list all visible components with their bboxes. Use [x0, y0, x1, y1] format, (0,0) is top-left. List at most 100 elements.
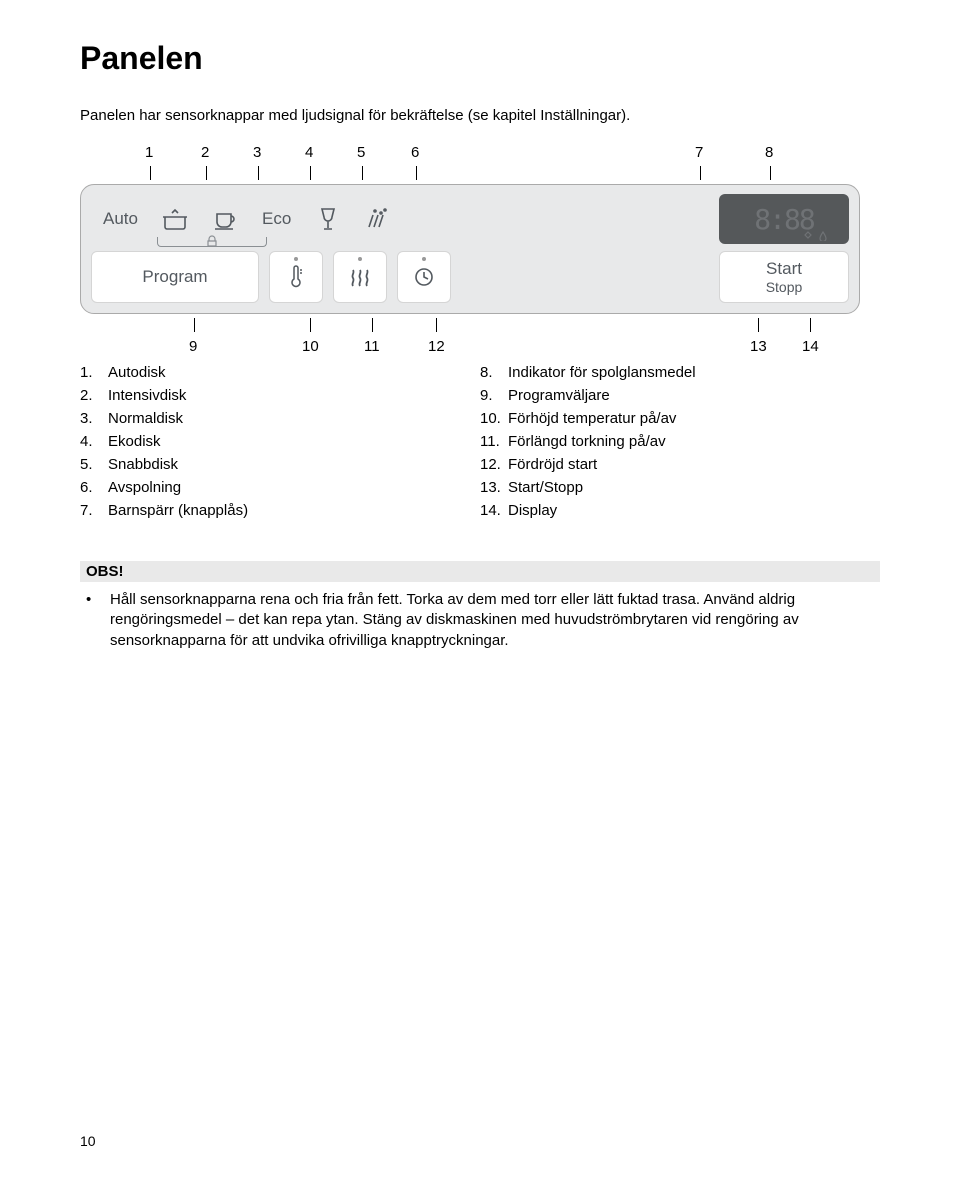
top-number: 7 — [695, 144, 703, 161]
list-item-number: 11. — [480, 433, 508, 450]
start-stop-button[interactable]: Start Stopp — [719, 251, 849, 303]
list-item-text: Barnspärr (knapplås) — [108, 502, 248, 519]
list-item-text: Display — [508, 502, 557, 519]
list-item-number: 2. — [80, 387, 108, 404]
delay-button[interactable] — [397, 251, 451, 303]
clock-icon — [413, 266, 435, 288]
temp-button[interactable] — [269, 251, 323, 303]
child-lock-bracket — [157, 237, 267, 251]
list-item: 11.Förlängd torkning på/av — [480, 433, 880, 450]
list-item-text: Indikator för spolglansmedel — [508, 364, 696, 381]
tick — [770, 166, 771, 180]
top-number: 3 — [253, 144, 261, 161]
obs-header: OBS! — [80, 561, 880, 582]
display: 8:88 — [719, 194, 849, 244]
lower-number: 11 — [364, 338, 380, 355]
page-title: Panelen — [80, 40, 880, 77]
legend-lists: 1.Autodisk2.Intensivdisk3.Normaldisk4.Ek… — [80, 364, 880, 525]
obs-block: OBS! • Håll sensorknapparna rena och fri… — [80, 561, 880, 651]
tick — [310, 166, 311, 180]
top-number: 6 — [411, 144, 419, 161]
list-item-number: 3. — [80, 410, 108, 427]
tick — [362, 166, 363, 180]
top-number-row: 12345678 — [110, 144, 880, 162]
lower-number-row: 91011121314 — [110, 338, 880, 356]
panel-bottom-row: Program Start Stopp — [91, 251, 849, 303]
tick — [758, 318, 759, 332]
list-item: 1.Autodisk — [80, 364, 480, 381]
list-item-text: Normaldisk — [108, 410, 183, 427]
list-item-number: 14. — [480, 502, 508, 519]
lower-number: 9 — [189, 338, 197, 355]
list-item-text: Förhöjd temperatur på/av — [508, 410, 676, 427]
top-tick-row — [110, 166, 880, 184]
lower-number: 10 — [302, 338, 319, 355]
lock-icon — [206, 235, 218, 247]
list-item-text: Avspolning — [108, 479, 181, 496]
cup-icon — [200, 199, 250, 239]
control-panel: Auto Eco 8:88 — [80, 184, 860, 314]
list-item: 9.Programväljare — [480, 387, 880, 404]
list-item: 7.Barnspärr (knapplås) — [80, 502, 480, 519]
list-item-text: Autodisk — [108, 364, 166, 381]
tick — [416, 166, 417, 180]
list-item: 14.Display — [480, 502, 880, 519]
list-item-number: 13. — [480, 479, 508, 496]
list-item: 12.Fördröjd start — [480, 456, 880, 473]
glass-icon — [303, 199, 353, 239]
tick — [194, 318, 195, 332]
right-list: 8.Indikator för spolglansmedel 9.Programv… — [480, 364, 880, 525]
top-number: 8 — [765, 144, 773, 161]
list-item: 5.Snabbdisk — [80, 456, 480, 473]
tick — [310, 318, 311, 332]
top-number: 1 — [145, 144, 153, 161]
list-item-text: Ekodisk — [108, 433, 161, 450]
lower-number: 13 — [750, 338, 767, 355]
list-item-number: 5. — [80, 456, 108, 473]
list-item-text: Intensivdisk — [108, 387, 186, 404]
intro-text: Panelen har sensorknappar med ljudsignal… — [80, 107, 880, 124]
eco-label: Eco — [250, 209, 303, 229]
tick — [700, 166, 701, 180]
lower-number: 12 — [428, 338, 445, 355]
list-item: 8.Indikator för spolglansmedel — [480, 364, 880, 381]
list-item: 6.Avspolning — [80, 479, 480, 496]
list-item: 13.Start/Stopp — [480, 479, 880, 496]
lower-tick-row — [110, 314, 880, 332]
tick — [206, 166, 207, 180]
tick — [258, 166, 259, 180]
list-item-number: 12. — [480, 456, 508, 473]
list-item-number: 6. — [80, 479, 108, 496]
obs-text: Håll sensorknapparna rena och fria från … — [110, 590, 874, 651]
top-number: 5 — [357, 144, 365, 161]
drop-icon — [819, 231, 827, 241]
obs-body: • Håll sensorknapparna rena och fria frå… — [80, 582, 880, 651]
list-item: 10.Förhöjd temperatur på/av — [480, 410, 880, 427]
top-number: 2 — [201, 144, 209, 161]
stopp-label: Stopp — [766, 279, 803, 295]
tick — [372, 318, 373, 332]
list-item-text: Snabbdisk — [108, 456, 178, 473]
list-item-number: 1. — [80, 364, 108, 381]
tick — [810, 318, 811, 332]
program-button[interactable]: Program — [91, 251, 259, 303]
list-item-number: 9. — [480, 387, 508, 404]
auto-label: Auto — [91, 209, 150, 229]
list-item-text: Fördröjd start — [508, 456, 597, 473]
list-item: 4.Ekodisk — [80, 433, 480, 450]
list-item-number: 7. — [80, 502, 108, 519]
list-item-number: 4. — [80, 433, 108, 450]
thermometer-icon — [287, 265, 305, 289]
page-number: 10 — [80, 1133, 96, 1149]
rinse-aid-icon — [803, 231, 813, 241]
list-item-number: 8. — [480, 364, 508, 381]
tick — [150, 166, 151, 180]
program-button-label: Program — [142, 267, 207, 287]
list-item: 3.Normaldisk — [80, 410, 480, 427]
heat-waves-icon — [349, 267, 371, 287]
list-item-number: 10. — [480, 410, 508, 427]
drying-button[interactable] — [333, 251, 387, 303]
pot-icon — [150, 199, 200, 239]
list-item-text: Start/Stopp — [508, 479, 583, 496]
spray-icon — [353, 199, 403, 239]
